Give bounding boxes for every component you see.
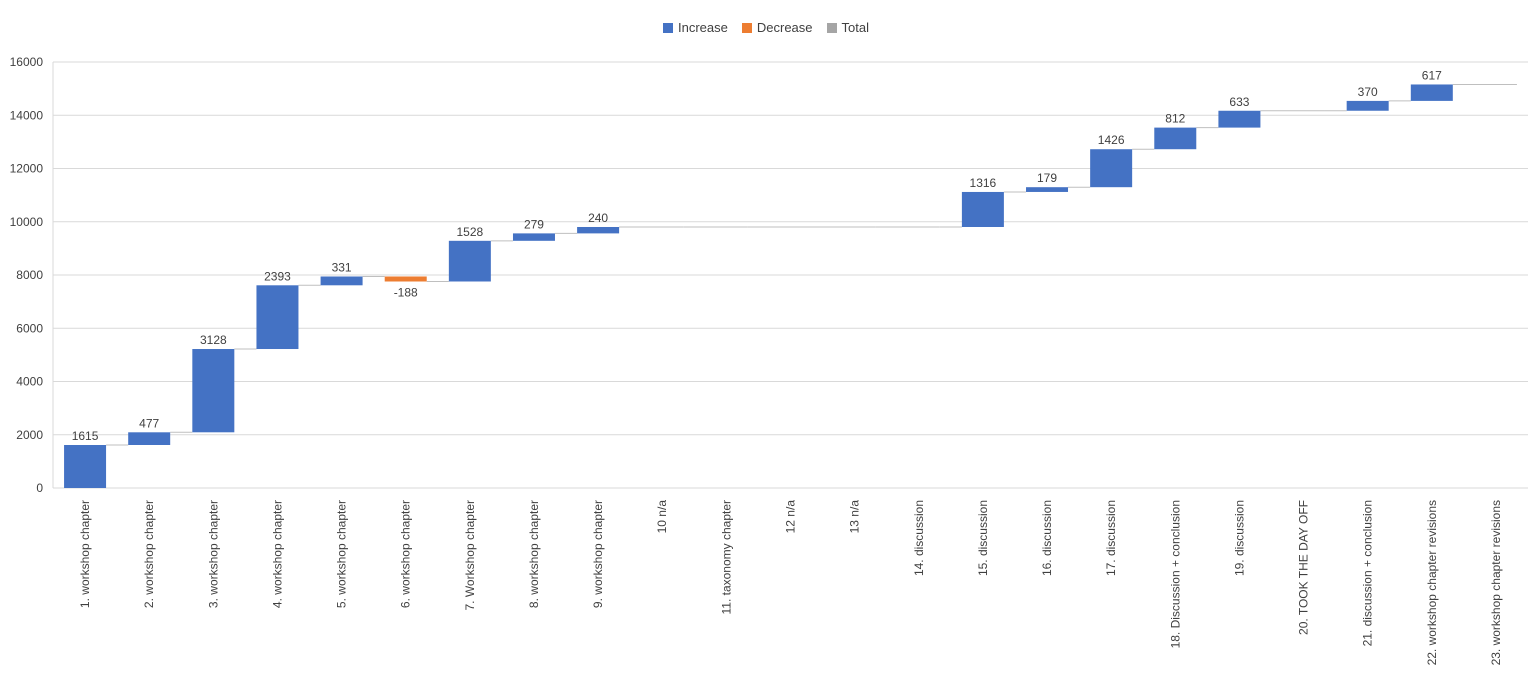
- y-tick-label: 14000: [10, 108, 44, 122]
- increase-bar: [64, 445, 107, 488]
- x-tick-label: 5. workshop chapter: [335, 500, 349, 608]
- x-tick-label: 21. discussion + conclusion: [1361, 500, 1375, 646]
- y-tick-label: 10000: [10, 215, 44, 229]
- increase-bar: [256, 285, 299, 350]
- data-label: 2393: [264, 269, 291, 283]
- x-tick-label: 8. workshop chapter: [527, 500, 541, 608]
- legend-label: Increase: [678, 20, 728, 35]
- legend-item-total: Total: [826, 20, 869, 35]
- x-tick-label: 4. workshop chapter: [270, 500, 284, 608]
- x-tick-label: 12 n/a: [784, 500, 798, 534]
- increase-bar: [1346, 100, 1389, 111]
- x-tick-label: 17. discussion: [1104, 500, 1118, 576]
- x-tick-label: 16. discussion: [1040, 500, 1054, 576]
- x-tick-label: 7. Workshop chapter: [463, 500, 477, 611]
- legend-label: Decrease: [756, 20, 813, 35]
- legend-item-decrease: Decrease: [741, 20, 813, 35]
- data-label: 477: [139, 416, 159, 430]
- data-label: 179: [1037, 171, 1057, 185]
- data-label: 1426: [1098, 133, 1125, 147]
- x-tick-label: 20. TOOK THE DAY OFF: [1297, 500, 1311, 635]
- x-tick-label: 14. discussion: [912, 500, 926, 576]
- data-label: 1316: [970, 176, 997, 190]
- legend-item-increase: Increase: [663, 20, 728, 35]
- y-axis: 0 2000 4000 6000 8000 10000 12000 14000 16000: [10, 55, 54, 495]
- grid-lines: [53, 61, 1528, 489]
- increase-bar: [320, 276, 363, 286]
- increase-bar: [1026, 187, 1069, 192]
- increase-bar: [128, 432, 171, 446]
- legend-swatch: [741, 22, 752, 33]
- bars: [64, 84, 1453, 488]
- x-tick-label: 22. workshop chapter revisions: [1425, 500, 1439, 665]
- increase-bar: [1090, 149, 1133, 188]
- legend-swatch: [826, 22, 837, 33]
- chart-legend: Increase Decrease Total: [0, 20, 1532, 35]
- x-tick-label: 13 n/a: [848, 500, 862, 534]
- x-tick-label: 18. Discussion + conclusion: [1168, 500, 1182, 648]
- increase-bar: [192, 349, 235, 433]
- legend-swatch: [663, 22, 673, 33]
- data-labels: 1615 477 3128 2393 331 -188 1528 279 240 1316 179 1…: [72, 68, 1442, 443]
- y-tick-label: 4000: [16, 375, 43, 389]
- y-tick-label: 6000: [16, 321, 43, 335]
- data-label: 3128: [200, 333, 227, 347]
- connector-lines: [106, 83, 1517, 446]
- data-label: 279: [524, 217, 544, 231]
- data-label: 370: [1358, 85, 1378, 99]
- data-label: 633: [1229, 95, 1249, 109]
- x-tick-label: 2. workshop chapter: [142, 500, 156, 608]
- increase-bar: [1410, 84, 1453, 101]
- x-tick-label: 10 n/a: [655, 500, 669, 534]
- data-label: 1528: [456, 225, 483, 239]
- x-tick-label: 23. workshop chapter revisions: [1489, 500, 1503, 665]
- increase-bar: [512, 233, 555, 241]
- increase-bar: [961, 191, 1004, 227]
- y-tick-label: 8000: [16, 268, 43, 282]
- legend-label: Total: [841, 20, 869, 35]
- x-tick-label: 19. discussion: [1232, 500, 1246, 576]
- data-label: 812: [1165, 112, 1185, 126]
- y-tick-label: 12000: [10, 162, 44, 176]
- data-label: 617: [1422, 68, 1442, 82]
- increase-bar: [448, 240, 491, 282]
- x-tick-label: 6. workshop chapter: [399, 500, 413, 608]
- data-label: 240: [588, 211, 608, 225]
- data-label: 331: [332, 260, 352, 274]
- y-tick-label: 2000: [16, 428, 43, 442]
- x-axis: 1. workshop chapter 2. workshop chapter 3.…: [78, 500, 1503, 666]
- increase-bar: [1154, 127, 1197, 150]
- y-tick-label: 16000: [10, 55, 44, 69]
- decrease-bar: [384, 276, 427, 282]
- x-tick-label: 1. workshop chapter: [78, 500, 92, 608]
- x-tick-label: 15. discussion: [976, 500, 990, 576]
- data-label: -188: [394, 285, 418, 299]
- x-tick-label: 11. taxonomy chapter: [719, 500, 733, 615]
- increase-bar: [577, 226, 620, 234]
- y-tick-label: 0: [36, 481, 43, 495]
- data-label: 1615: [72, 429, 99, 443]
- x-tick-label: 3. workshop chapter: [206, 500, 220, 608]
- x-tick-label: 9. workshop chapter: [591, 500, 605, 608]
- increase-bar: [1218, 110, 1261, 128]
